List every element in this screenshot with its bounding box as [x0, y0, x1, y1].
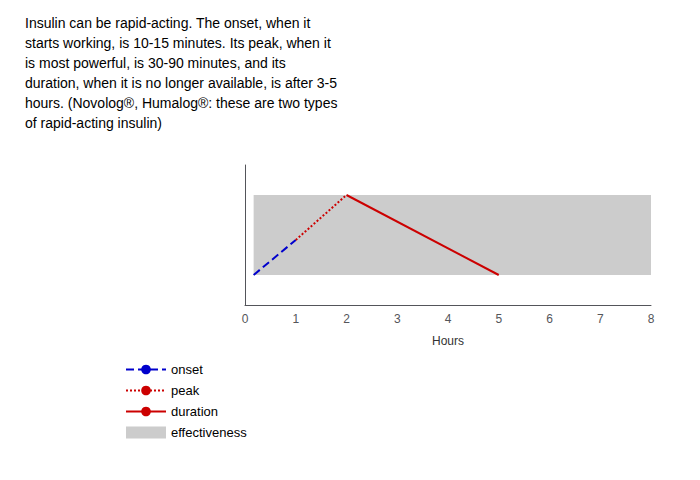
svg-text:of rapid-acting insulin): of rapid-acting insulin) — [25, 115, 162, 131]
svg-text:2: 2 — [343, 312, 350, 326]
svg-text:0: 0 — [242, 312, 249, 326]
svg-text:onset: onset — [171, 362, 203, 377]
svg-text:is most powerful, is 30-90 min: is most powerful, is 30-90 minutes, and … — [25, 55, 286, 71]
svg-text:7: 7 — [597, 312, 604, 326]
svg-text:effectiveness: effectiveness — [171, 425, 247, 440]
svg-text:1: 1 — [292, 312, 299, 326]
svg-text:Insulin can be rapid-acting. T: Insulin can be rapid-acting. The onset, … — [25, 15, 310, 31]
svg-text:3: 3 — [394, 312, 401, 326]
svg-text:8: 8 — [648, 312, 655, 326]
svg-text:duration, when it is no longer: duration, when it is no longer available… — [25, 75, 337, 91]
svg-text:4: 4 — [445, 312, 452, 326]
svg-text:duration: duration — [171, 404, 218, 419]
svg-text:Hours: Hours — [432, 334, 464, 348]
svg-text:starts working, is 10-15 minut: starts working, is 10-15 minutes. Its pe… — [25, 35, 331, 51]
svg-text:peak: peak — [171, 383, 200, 398]
svg-text:6: 6 — [546, 312, 553, 326]
svg-text:5: 5 — [495, 312, 502, 326]
svg-text:hours. (Novolog®, Humalog®: th: hours. (Novolog®, Humalog®: these are tw… — [25, 95, 337, 111]
